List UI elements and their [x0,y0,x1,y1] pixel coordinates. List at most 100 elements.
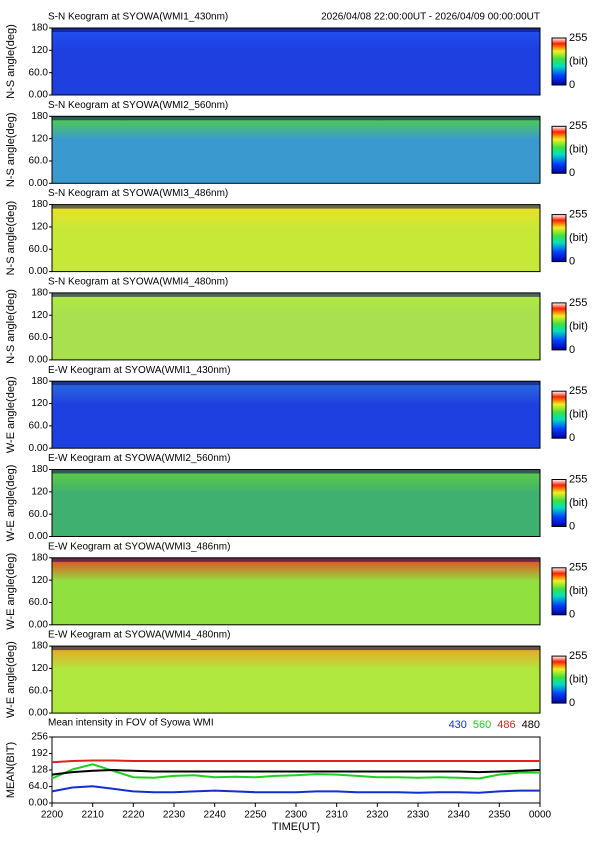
colorbar-tick-label: 0 [569,520,575,532]
y-tick-label: 128 [31,765,48,776]
series-line [51,785,540,794]
panel-title: E-W Keogram at SYOWA(WMI2_560nm) [48,453,230,464]
y-tick-label: 180 [31,288,48,299]
y-axis-label: W-E angle(deg) [5,641,17,718]
colorbar [551,214,567,263]
y-axis-label: W-E angle(deg) [5,465,17,542]
y-axis-label: MEAN(BIT) [5,742,17,798]
y-tick-label: 0.00 [29,708,49,719]
keogram-top-band [52,557,540,562]
y-axis-label: W-E angle(deg) [5,553,17,630]
x-tick-label: 2330 [407,810,430,821]
keogram-frame [51,380,541,449]
y-tick-label: 0.00 [29,531,49,542]
keogram-frame [51,204,541,273]
keogram-image [52,28,540,95]
y-tick-label: 0.00 [29,266,49,277]
keogram-frame [51,645,541,714]
colorbar-unit: (bit) [569,409,588,421]
keogram-image [52,646,540,714]
keogram-top-band [52,292,540,297]
colorbar-tick-label: 255 [569,473,587,485]
x-tick-label: 2350 [488,810,511,821]
colorbar-tick-label: 0 [569,256,575,268]
panel-title: E-W Keogram at SYOWA(WMI4_480nm) [48,630,230,641]
colorbar-tick-label: 0 [569,79,575,91]
y-tick-label: 60.0 [29,509,49,520]
colorbar-tick-label: 0 [569,609,575,621]
keogram-image [52,204,540,272]
keogram-image [52,292,540,360]
colorbar-unit: (bit) [569,497,588,509]
y-tick-label: 192 [31,748,48,759]
legend-entry: 430 [449,719,467,731]
y-tick-label: 120 [31,486,48,497]
colorbar [551,302,567,351]
y-axis-label: W-E angle(deg) [5,376,17,453]
panel-title: E-W Keogram at SYOWA(WMI1_430nm) [48,365,230,376]
keogram-frame [51,27,541,96]
keogram-top-band [52,646,540,651]
y-tick-label: 120 [31,663,48,674]
keogram-image [52,116,540,184]
panel-title: E-W Keogram at SYOWA(WMI3_486nm) [48,541,230,552]
series-line [51,759,540,764]
y-axis-label: N-S angle(deg) [5,24,17,99]
y-tick-label: 180 [31,111,48,122]
keogram-frame [51,469,541,537]
colorbar [551,567,567,616]
y-tick-label: 120 [31,222,48,233]
keogram-image [52,381,540,449]
colorbar-unit: (bit) [569,674,588,686]
colorbar [551,655,567,704]
y-tick-label: 0.00 [29,178,49,189]
legend-entry: 560 [473,719,491,731]
keogram-top-band [52,469,540,474]
y-axis-label: N-S angle(deg) [5,201,17,276]
keogram-top-band [52,381,540,386]
y-axis-label: N-S angle(deg) [5,289,17,364]
series-line [51,763,540,780]
y-tick-label: 60.0 [29,421,49,432]
y-tick-label: 64.0 [29,781,49,792]
y-tick-label: 0.00 [29,798,49,809]
y-tick-label: 60.0 [29,156,49,167]
y-tick-label: 60.0 [29,67,49,78]
y-tick-label: 120 [31,398,48,409]
y-tick-label: 0.00 [29,443,49,454]
x-tick-label: 2220 [122,810,145,821]
y-tick-label: 180 [31,464,48,475]
legend-entry: 486 [497,719,515,731]
panel-title: S-N Keogram at SYOWA(WMI1_430nm) [48,12,228,23]
colorbar-tick-label: 255 [569,297,587,309]
colorbar-unit: (bit) [569,55,588,67]
x-tick-label: 2320 [366,810,389,821]
y-tick-label: 120 [31,45,48,56]
y-tick-label: 0.00 [29,619,49,630]
keogram-image [52,469,540,537]
y-tick-label: 120 [31,575,48,586]
series-line [51,768,541,776]
colorbar [551,125,567,174]
y-tick-label: 180 [31,641,48,652]
colorbar [551,479,567,527]
keogram-top-band [52,116,540,121]
colorbar-tick-label: 255 [569,120,587,132]
y-tick-label: 60.0 [29,332,49,343]
x-tick-label: 2300 [285,810,308,821]
colorbar-tick-label: 255 [569,209,587,221]
panel-title: S-N Keogram at SYOWA(WMI4_480nm) [48,277,228,288]
colorbar-unit: (bit) [569,320,588,332]
keogram-frame [51,292,541,361]
y-tick-label: 120 [31,133,48,144]
x-tick-label: 2340 [448,810,471,821]
x-axis-label: TIME(UT) [272,821,320,833]
colorbar-unit: (bit) [569,144,588,156]
y-tick-label: 120 [31,310,48,321]
panel-title: S-N Keogram at SYOWA(WMI2_560nm) [48,100,228,111]
colorbar-unit: (bit) [569,585,588,597]
legend-entry: 480 [522,719,540,731]
x-tick-label: 2310 [326,810,349,821]
y-tick-label: 180 [31,552,48,563]
